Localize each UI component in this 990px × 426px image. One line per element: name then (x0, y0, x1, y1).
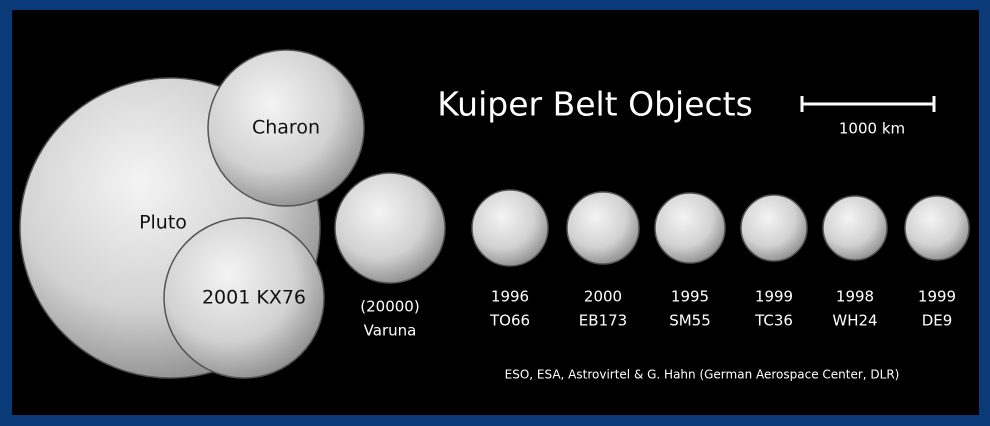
credit: ESO, ESA, Astrovirtel & G. Hahn (German … (505, 368, 900, 382)
object-label: 2001 KX76 (202, 287, 306, 309)
diagram: Pluto Charon 2001 KX76 (20000) Varuna 1996 TO6… (0, 0, 990, 426)
object-label: Charon (252, 117, 320, 139)
sphere (472, 190, 548, 266)
object-label: WH24 (832, 312, 877, 330)
object-label: SM55 (669, 312, 711, 330)
object-label: EB173 (579, 312, 627, 330)
object-label: 1998 (836, 288, 874, 306)
sphere (905, 196, 969, 260)
sphere (335, 173, 445, 283)
object-label: 1999 (755, 288, 793, 306)
sphere (741, 195, 807, 261)
object-label: DE9 (922, 312, 953, 330)
object-label: Pluto (139, 212, 187, 234)
sphere (655, 193, 725, 263)
object-label: 1995 (671, 288, 709, 306)
object-label: 1999 (918, 288, 956, 306)
title: Kuiper Belt Objects (437, 85, 753, 124)
sphere (823, 196, 887, 260)
object-label: 2000 (584, 288, 622, 306)
page: Pluto Charon 2001 KX76 (20000) Varuna 1996 TO6… (0, 0, 990, 426)
object-label: TC36 (754, 312, 793, 330)
object-label: 1996 (491, 288, 529, 306)
scale-label: 1000 km (839, 120, 905, 138)
sphere (567, 192, 639, 264)
object-label: (20000) (360, 298, 419, 316)
object-label: Varuna (364, 322, 417, 340)
object-label: TO66 (489, 312, 530, 330)
